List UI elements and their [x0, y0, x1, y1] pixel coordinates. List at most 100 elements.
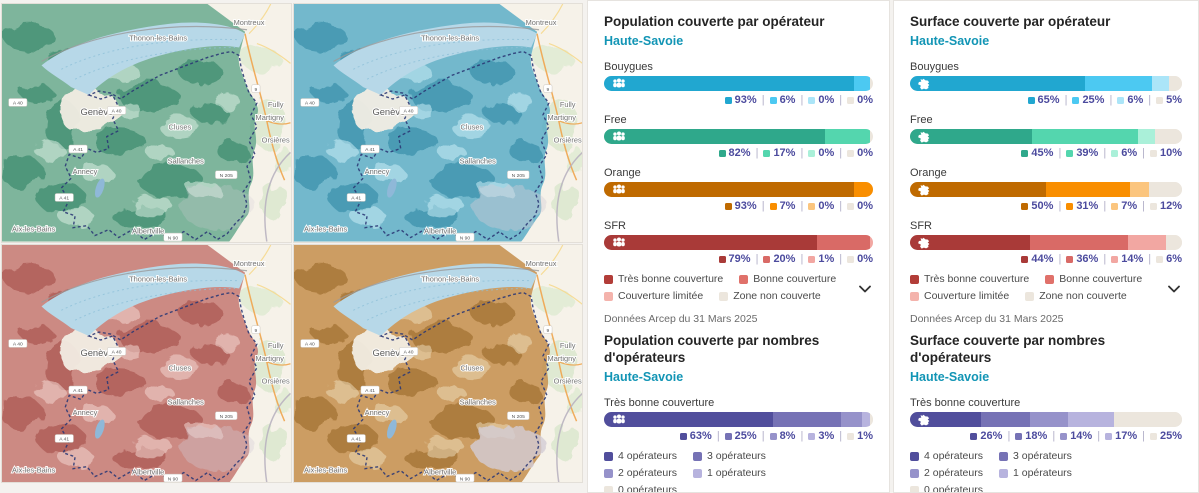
percentage-chip: 39% [1066, 147, 1098, 159]
legend-color-swatch [910, 292, 919, 301]
segment-color-dot [1060, 432, 1068, 440]
map-town-label: Albertville [132, 467, 164, 476]
road-badge [506, 170, 529, 179]
segment-color-dot [808, 96, 816, 104]
separator: | [761, 94, 765, 106]
road-badge [54, 433, 74, 443]
legend-label: 0 opérateurs [924, 484, 983, 493]
percentage-chip: 1% [847, 430, 873, 442]
percentage-value: 45% [1031, 147, 1054, 159]
map-town-label: Montreux [234, 18, 265, 27]
france-map-icon [918, 131, 930, 143]
percentage-value: 6% [779, 94, 796, 106]
bar-label: Très bonne couverture [604, 397, 715, 409]
segment-color-dot [1111, 149, 1119, 157]
coverage-bar[interactable] [910, 412, 1182, 427]
coverage-bar[interactable] [910, 182, 1182, 197]
map-town-label: Sallanches [459, 156, 495, 165]
coverage-bar[interactable] [910, 76, 1182, 91]
separator: | [1058, 253, 1062, 265]
segment-color-dot [847, 202, 855, 210]
map-town-label: Annecy [364, 408, 389, 417]
coverage-bar[interactable] [910, 129, 1182, 144]
section-title: Population couverte par nombres d'opérat… [604, 333, 820, 365]
coverage-bar-group: Bouygues 93% | 6% | 0% | 0% [604, 61, 873, 106]
legend-color-swatch [910, 469, 919, 478]
road-badge-label: A 41 [59, 196, 69, 202]
legend-item: 0 opérateurs [604, 484, 677, 492]
road-badge-label: N 205 [220, 413, 233, 419]
legend-color-swatch [739, 275, 749, 284]
map-town-label: Genève [372, 106, 405, 117]
percentage-value: 63% [689, 430, 712, 442]
coverage-map-orange[interactable]: Montreux Thonon-les-Bains Genève Fully Marti… [292, 243, 583, 483]
percentage-value: 10% [1159, 147, 1182, 159]
percentage-value: 6% [1121, 147, 1138, 159]
bar-segment [854, 76, 871, 91]
coverage-map-blue[interactable]: Montreux Thonon-les-Bains Genève Fully Marti… [292, 3, 583, 243]
bar-segment [1165, 235, 1182, 250]
people-icon [613, 131, 625, 141]
coverage-bar-group: Orange 50% | 31% | 7% | 12% [910, 167, 1182, 212]
road-badge-label: N 90 [459, 235, 470, 241]
segment-color-dot [1149, 432, 1157, 440]
segment-color-dot [1015, 432, 1023, 440]
coverage-bar-group: Bouygues 65% | 25% | 6% | 5% [910, 61, 1182, 106]
bar-label: Orange [910, 167, 947, 179]
percentage-row: 65% | 25% | 6% | 5% [910, 94, 1182, 106]
segment-color-dot [1066, 255, 1074, 263]
coverage-map-red[interactable]: Montreux Thonon-les-Bains Genève Fully Marti… [1, 243, 292, 483]
legend-item: Bonne couverture [1045, 273, 1142, 286]
percentage-chip: 26% [970, 430, 1002, 442]
percentage-chip: 6% [769, 94, 796, 106]
percentage-value: 6% [1127, 94, 1144, 106]
separator: | [1058, 147, 1062, 159]
coverage-bar[interactable] [604, 412, 873, 427]
road-badge [454, 473, 474, 482]
map-town-label: Orsières [553, 136, 581, 145]
map-town-label: Sallanches [168, 156, 204, 165]
segment-color-dot [769, 202, 777, 210]
road-badge [54, 193, 74, 202]
separator: | [1142, 147, 1145, 159]
road-badge-label: A 41 [351, 436, 361, 442]
separator: | [839, 94, 843, 106]
bar-segment [1154, 129, 1182, 144]
coverage-map-green[interactable]: Montreux Thonon-les-Bains Genève Fully Marti… [1, 3, 292, 243]
segment-color-dot [718, 255, 726, 263]
legend-color-swatch [998, 452, 1008, 461]
coverage-bar[interactable] [604, 182, 873, 197]
percentage-chip: 93% [724, 200, 757, 212]
coverage-bar[interactable] [604, 235, 873, 250]
road-badge [299, 98, 319, 107]
bar-segment [1046, 182, 1131, 197]
separator: | [800, 94, 804, 106]
coverage-bar-group: SFR 79% | 20% | 1% | 0% [604, 220, 873, 265]
chevron-down-icon[interactable] [857, 279, 873, 298]
chevron-down-icon[interactable] [1166, 279, 1182, 298]
percentage-chip: 0% [847, 253, 873, 265]
map-town-label: Fully [268, 340, 284, 349]
coverage-bar[interactable] [604, 129, 873, 144]
france-map-icon [918, 184, 930, 196]
coverage-maps-grid: Montreux Thonon-les-Bains Genève Fully Marti… [0, 0, 584, 493]
percentage-value: 14% [1121, 253, 1144, 265]
percentage-chip: 14% [1060, 430, 1092, 442]
segment-color-dot [1111, 202, 1119, 210]
percentage-value: 0% [857, 94, 873, 106]
map-town-label: Martigny [547, 353, 576, 362]
road-badge [346, 433, 366, 443]
separator: | [800, 430, 804, 442]
coverage-bar[interactable] [604, 76, 873, 91]
road-badge [163, 473, 183, 482]
map-town-label: Annecy [73, 167, 98, 176]
bar-segment [816, 235, 871, 250]
percentage-row: 93% | 6% | 0% | 0% [604, 94, 873, 106]
bar-segment [773, 412, 841, 427]
percentage-chip: 0% [808, 200, 834, 212]
road-badge [506, 410, 529, 420]
percentage-value: 0% [857, 253, 873, 265]
bar-label: Bouygues [604, 61, 653, 73]
percentage-chip: 14% [1111, 253, 1143, 265]
coverage-bar[interactable] [910, 235, 1182, 250]
